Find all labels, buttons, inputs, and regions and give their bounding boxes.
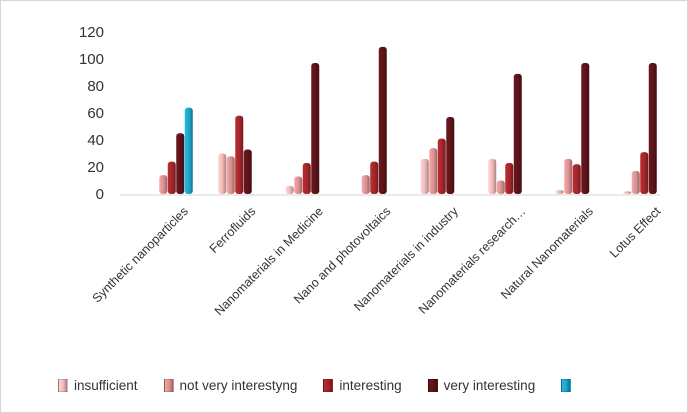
y-tick-label: 80	[87, 78, 104, 95]
bar-insufficient-2	[285, 185, 294, 194]
y-tick-label: 120	[79, 24, 104, 41]
bar-interesting-0	[167, 161, 176, 194]
bar-not-very-interestyng-2	[294, 176, 303, 194]
bar-not-very-interestyng-3	[361, 175, 370, 194]
legend-label: not very interestyng	[179, 377, 298, 393]
x-category-label: Lotus Effect	[607, 204, 664, 261]
legend-label: very interesting	[443, 377, 536, 393]
bar-insufficient-6	[555, 189, 564, 194]
x-category-label: Ferrofluids	[207, 204, 259, 256]
legend-item	[561, 378, 577, 392]
legend-item: interesting	[323, 377, 402, 393]
bar-insufficient-1	[218, 153, 227, 194]
bar-very-interesting-1	[243, 149, 252, 194]
legend: insufficient not very interestyng interest…	[58, 376, 603, 394]
y-tick-label: 60	[87, 105, 104, 122]
bar-interesting-7	[640, 152, 649, 194]
bar-very-interesting-2	[311, 63, 320, 194]
bar-very-interesting-4	[446, 117, 455, 194]
x-category-label: Nanomaterials research…	[416, 204, 529, 317]
bar-interesting-3	[370, 161, 379, 194]
x-category-label: Nanomaterials in Medicine	[212, 204, 326, 318]
bar-not-very-interestyng-4	[429, 148, 438, 194]
bar-not-very-interestyng-7	[631, 171, 640, 194]
legend-swatch	[561, 378, 572, 392]
bar-interesting-1	[235, 115, 244, 194]
bar-not-very-interestyng-6	[564, 158, 573, 194]
bar-interesting-2	[302, 162, 311, 194]
bar-insufficient-5	[488, 158, 497, 194]
legend-item: insufficient	[58, 378, 138, 393]
legend-swatch	[163, 378, 174, 392]
bar-series-5-0	[184, 107, 193, 194]
y-tick-label: 40	[87, 132, 104, 149]
legend-item: very interesting	[427, 377, 536, 393]
x-category-label: Synthetic nanoparticles	[90, 204, 191, 305]
legend-item: not very interestyng	[163, 377, 298, 393]
bar-insufficient-4	[420, 158, 429, 194]
bar-not-very-interestyng-1	[226, 156, 235, 194]
bar-not-very-interestyng-5	[496, 180, 505, 194]
bar-very-interesting-6	[581, 63, 590, 194]
bar-interesting-6	[572, 164, 581, 194]
legend-swatch	[323, 378, 334, 392]
legend-swatch	[427, 378, 438, 392]
y-tick-label: 0	[96, 186, 104, 203]
legend-label: insufficient	[74, 377, 138, 393]
legend-label: interesting	[339, 377, 402, 393]
bar-very-interesting-3	[378, 46, 387, 194]
bar-insufficient-7	[623, 191, 632, 194]
legend-swatch	[58, 378, 68, 392]
bar-not-very-interestyng-0	[159, 175, 168, 194]
y-tick-label: 20	[87, 159, 104, 176]
bar-interesting-4	[437, 138, 446, 194]
bar-very-interesting-0	[176, 133, 185, 194]
bar-interesting-5	[505, 162, 514, 194]
y-tick-label: 100	[79, 51, 104, 68]
bar-very-interesting-5	[513, 73, 522, 194]
bar-very-interesting-7	[648, 63, 657, 194]
